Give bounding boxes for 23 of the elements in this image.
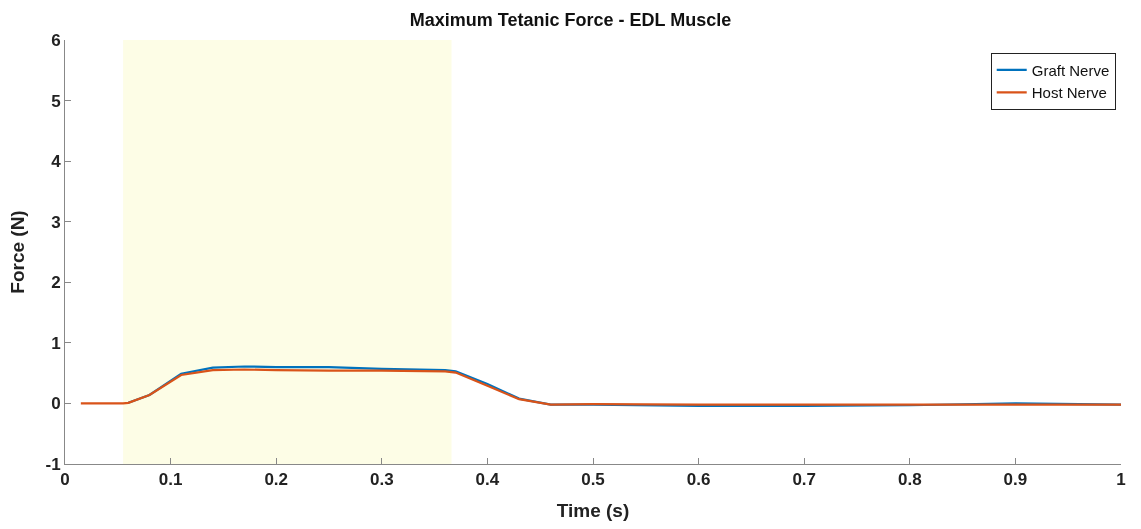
x-tick-label: 0.5 <box>581 470 605 490</box>
x-tick-label: 0.3 <box>369 470 394 490</box>
chart-title: Maximum Tetanic Force - EDL Muscle <box>409 9 732 30</box>
y-tick-label: 5 <box>51 91 61 111</box>
x-tick-label: 1 <box>1116 470 1126 490</box>
x-tick-label: 0.4 <box>475 470 500 490</box>
y-tick-label: 1 <box>51 333 61 353</box>
legend-label: Host Nerve <box>1031 84 1107 102</box>
y-tick-label: 3 <box>51 212 61 232</box>
x-tick-label: 0.2 <box>264 470 289 490</box>
x-tick-label: 0.8 <box>897 470 922 490</box>
y-tick-label: -1 <box>45 454 61 474</box>
legend-label: Graft Nerve <box>1031 61 1110 79</box>
y-axis-title: Force (N) <box>7 210 29 294</box>
x-tick-label: 0.7 <box>792 470 817 490</box>
x-tick-label: 0.6 <box>686 470 711 490</box>
x-axis-title: Time (s) <box>556 500 630 522</box>
x-tick-label: 0.1 <box>158 470 183 490</box>
y-tick-label: 2 <box>51 273 61 293</box>
x-tick-label: 0.9 <box>1003 470 1028 490</box>
y-tick-label: 0 <box>51 394 61 414</box>
y-tick-label: 4 <box>51 152 62 172</box>
y-tick-label: 6 <box>51 30 61 50</box>
